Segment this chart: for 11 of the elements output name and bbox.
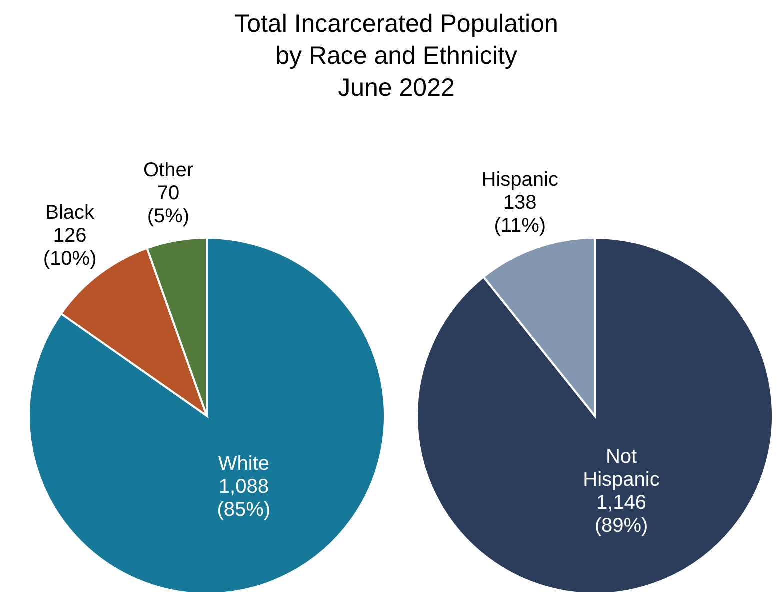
slice-label: Other (143, 159, 194, 182)
data-label: 1,088 (85%) (217, 476, 271, 522)
data-label: 126 (10%) (43, 225, 97, 270)
data-label: 138 (11%) (494, 192, 546, 237)
slice-label: Not Hispanic (583, 446, 660, 492)
data-label: 70 (5%) (147, 182, 190, 228)
chart-title: Total Incarcerated Population by Race and Ethnicity June 2022 (234, 9, 560, 104)
slice-label: Black (46, 202, 96, 224)
slice-label: White (218, 453, 270, 476)
data-label: 1,146 (89%) (594, 492, 648, 538)
slice-label: Hispanic (482, 168, 558, 191)
